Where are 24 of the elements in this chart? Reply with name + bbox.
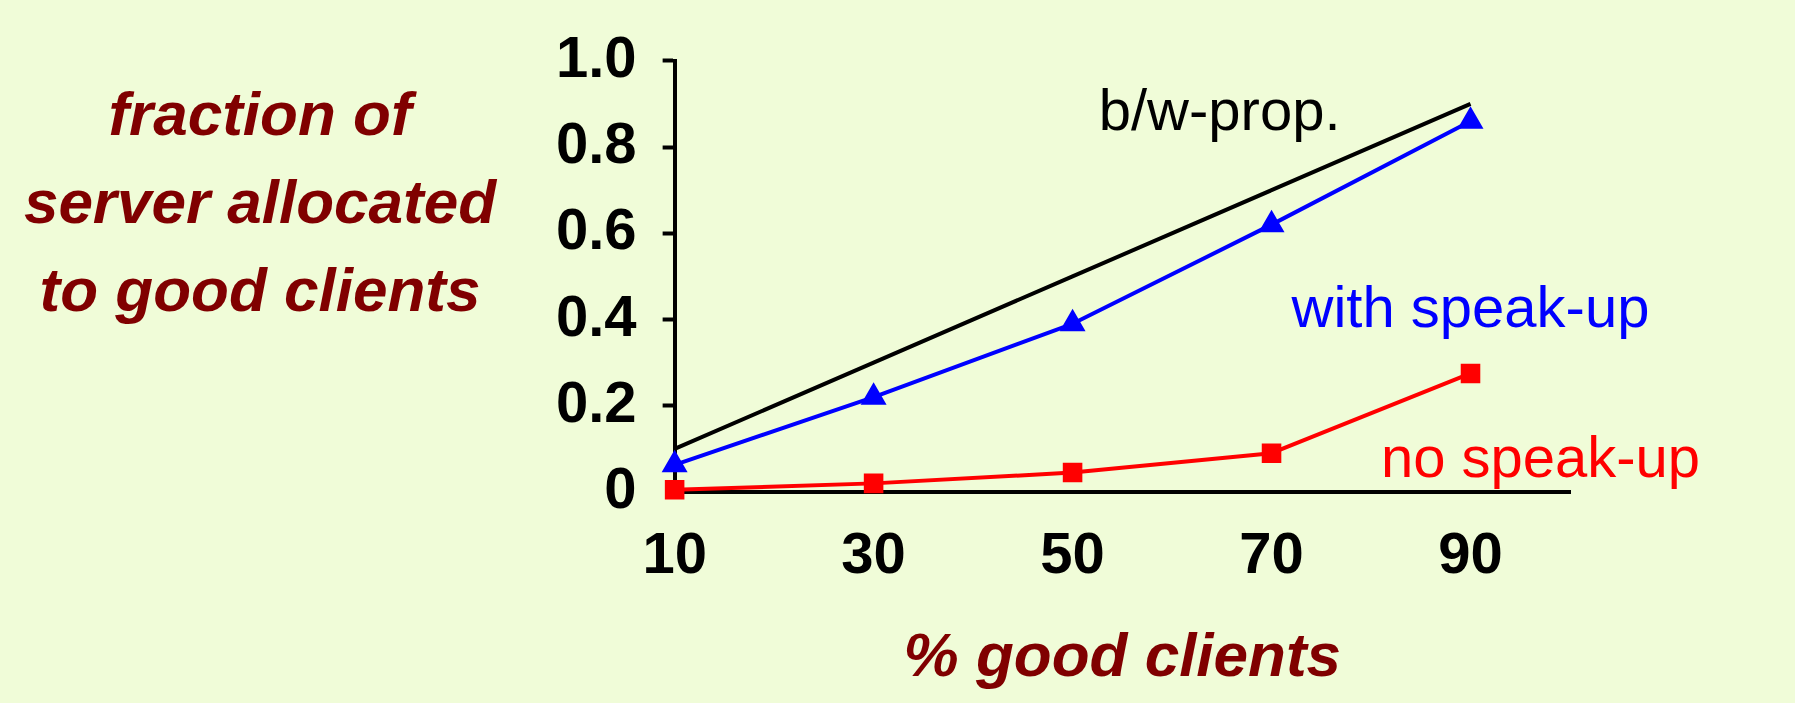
point bbox=[664, 480, 685, 500]
y-tick-label: 0.6 bbox=[555, 196, 637, 262]
point bbox=[863, 473, 884, 494]
point bbox=[1259, 209, 1285, 233]
point bbox=[1059, 308, 1086, 332]
x-axis-title: % good clients bbox=[903, 619, 1342, 689]
y-tick-label: 1.0 bbox=[555, 23, 637, 89]
point bbox=[1460, 363, 1481, 384]
series-label: b/w-prop. bbox=[1098, 76, 1341, 142]
y-tick-label: 0 bbox=[604, 455, 637, 520]
point bbox=[862, 384, 886, 405]
y-tick-label: 0.4 bbox=[555, 282, 637, 348]
x-tick-label: 30 bbox=[841, 519, 906, 585]
point bbox=[1062, 462, 1083, 483]
x-tick-label: 10 bbox=[642, 519, 707, 585]
x-tick-label: 70 bbox=[1239, 519, 1304, 585]
x-tick-label: 50 bbox=[1040, 519, 1105, 585]
point bbox=[1261, 443, 1282, 463]
series-label: with speak-up bbox=[1290, 274, 1650, 340]
y-axis-title: fraction of server allocated to good clients bbox=[22, 78, 498, 326]
y-tick-label: 0.8 bbox=[555, 110, 637, 176]
x-tick-label: 90 bbox=[1438, 519, 1503, 585]
y-tick-label: 0.2 bbox=[555, 368, 637, 434]
series-label: no speak-up bbox=[1380, 424, 1701, 490]
